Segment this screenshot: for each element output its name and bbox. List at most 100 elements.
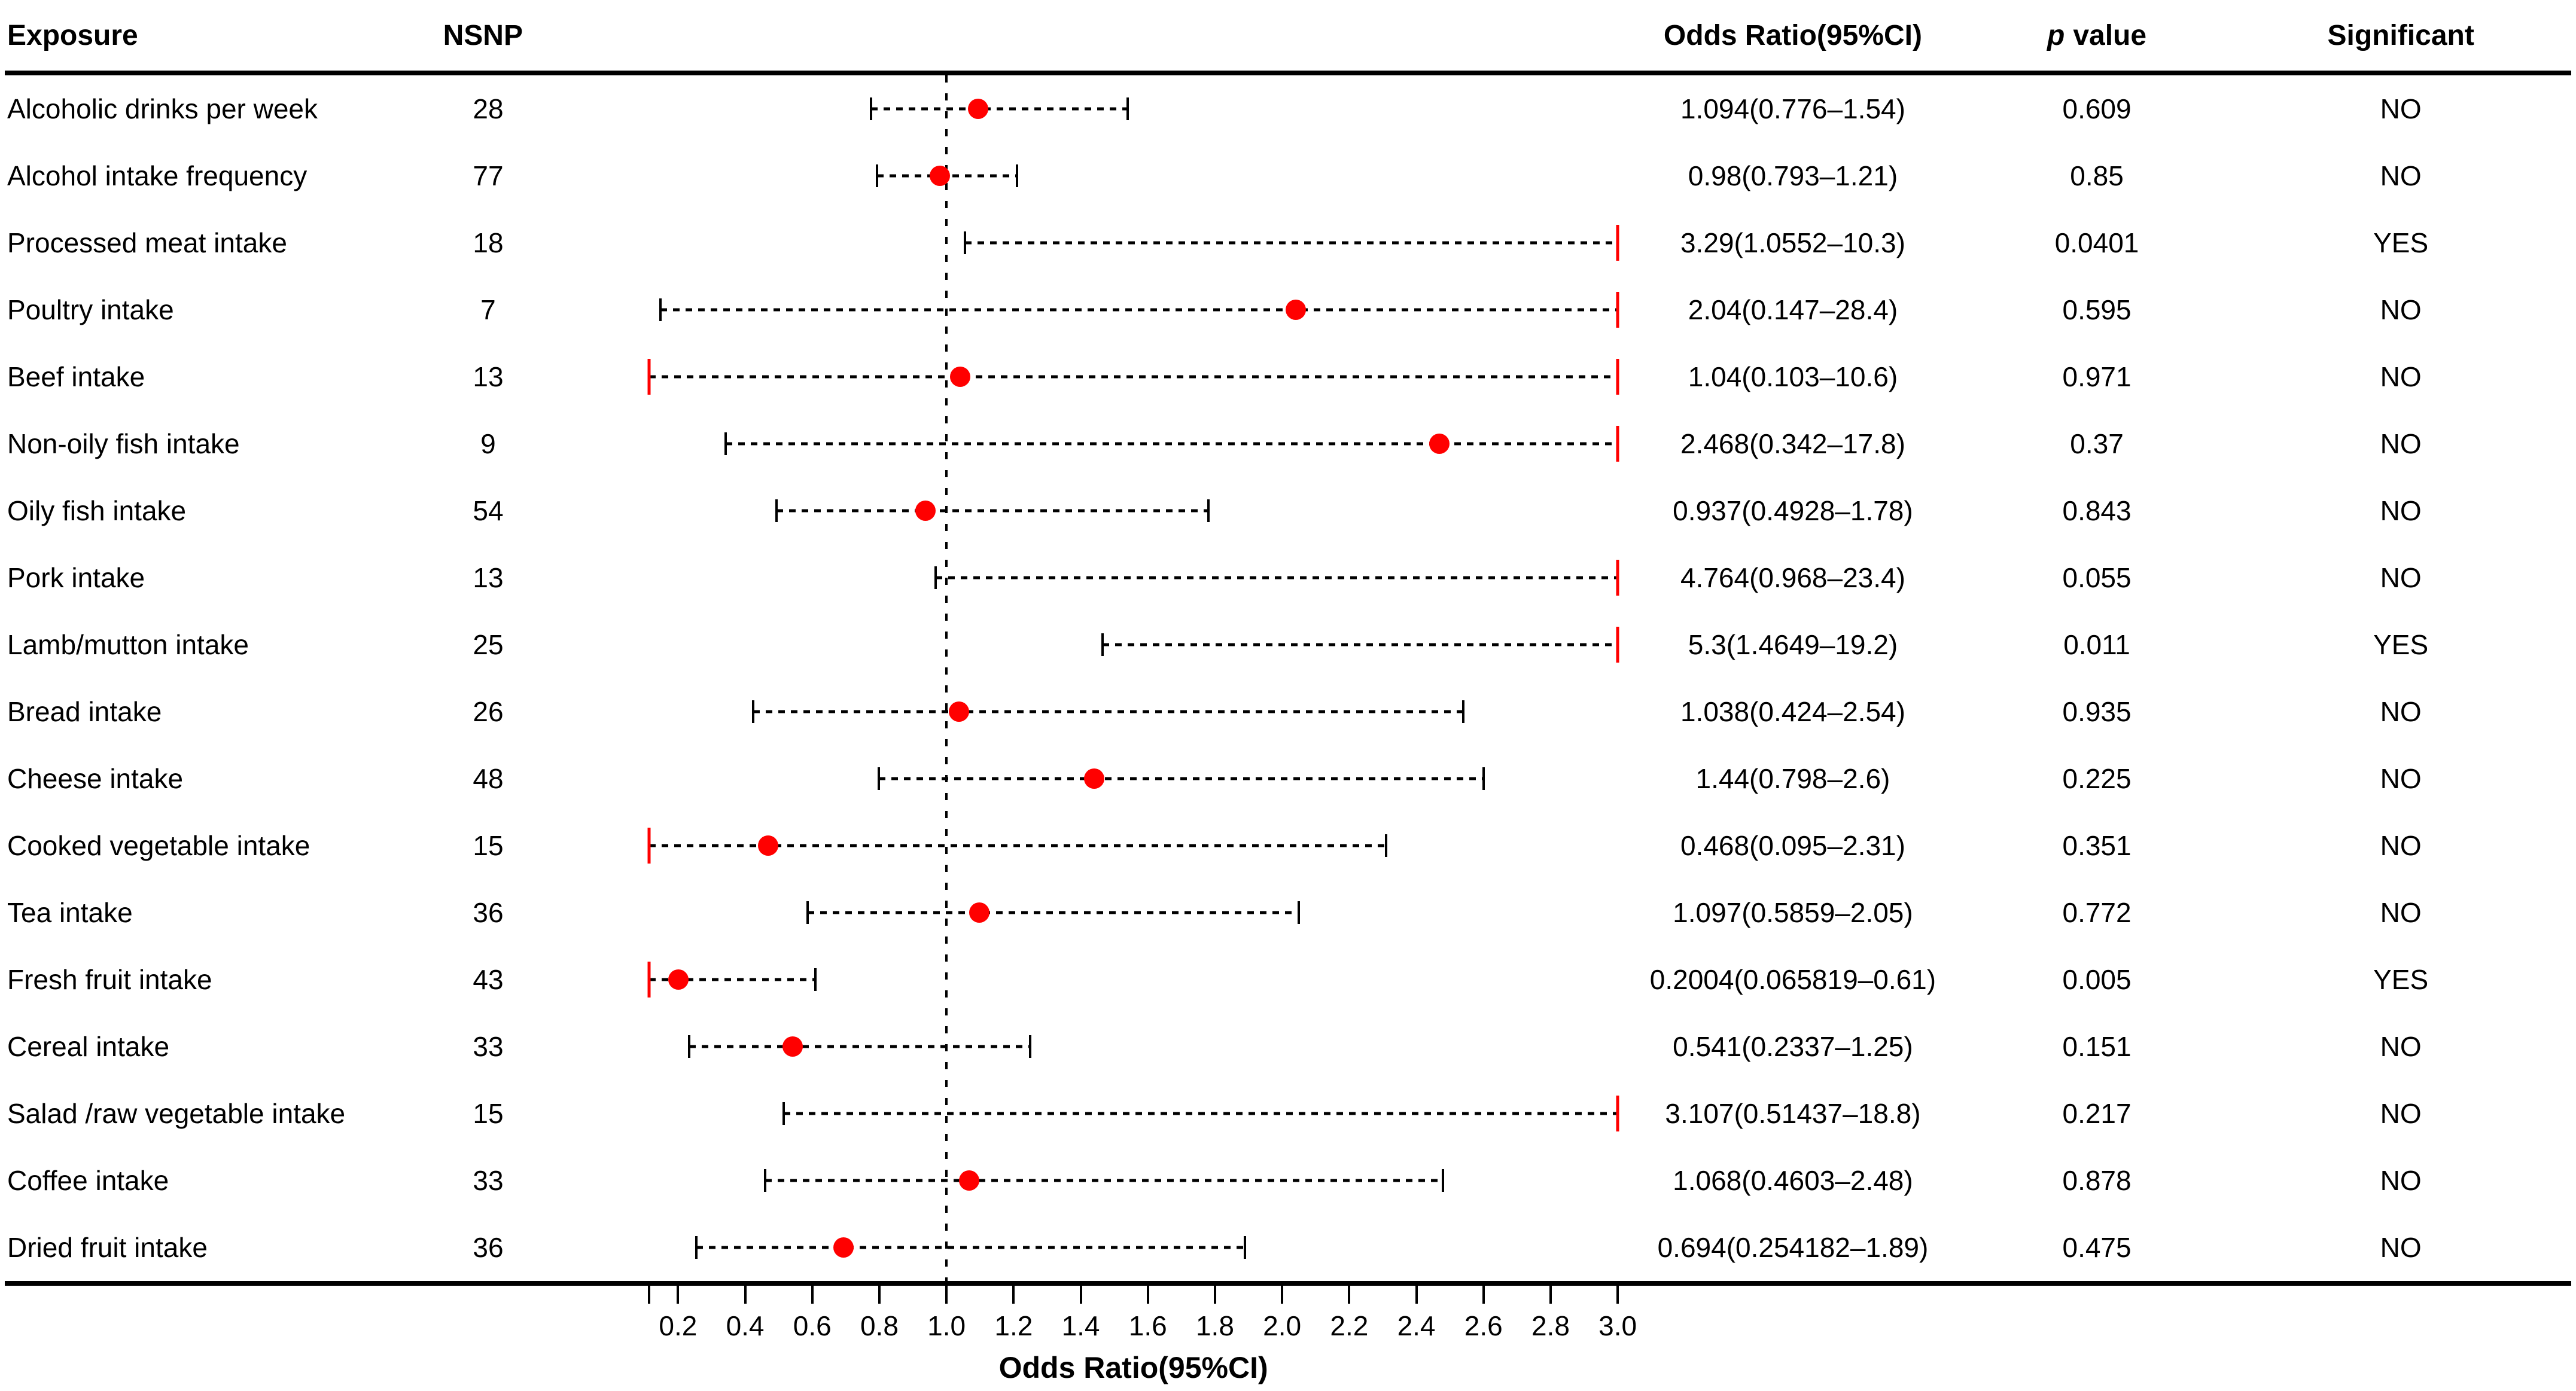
ci-clip-left (647, 962, 651, 998)
exposure-label: Oily fish intake (7, 495, 187, 526)
or-point (969, 902, 989, 923)
or-ci-label: 1.44(0.798–2.6) (1695, 763, 1890, 794)
axis-tick-label: 2.8 (1531, 1310, 1570, 1341)
ci-cap-left (752, 700, 754, 723)
or-point (757, 835, 778, 856)
ci-line (807, 911, 1299, 914)
or-ci-label: 1.094(0.776–1.54) (1680, 93, 1905, 124)
table-row: Lamb/mutton intake 25 5.3(1.4649–19.2) 0… (0, 611, 2576, 678)
axis-tick-label: 0.8 (860, 1310, 899, 1341)
x-axis-area: 0.2 0.4 0.6 0.8 1.0 1.2 1.4 1.6 1.8 2.0 2.2 2.4 2.6 2… (0, 1286, 2576, 1391)
or-point (668, 969, 689, 990)
p-value: 0.37 (2070, 428, 2124, 459)
axis-tick (878, 1286, 881, 1304)
ci-plot-cell (647, 946, 1618, 1013)
p-value: 0.217 (2062, 1098, 2132, 1129)
p-value: 0.609 (2062, 93, 2132, 124)
or-ci-label: 3.107(0.51437–18.8) (1665, 1098, 1921, 1129)
ci-cap-left (806, 901, 809, 924)
axis-tick (1213, 1286, 1216, 1304)
axis-tick (1549, 1286, 1552, 1304)
axis-tick (1616, 1286, 1619, 1304)
axis-tick (1146, 1286, 1149, 1304)
or-ci-label: 1.04(0.103–10.6) (1688, 361, 1898, 392)
axis-tick-label: 1.6 (1128, 1310, 1167, 1341)
or-ci-label: 4.764(0.968–23.4) (1680, 562, 1905, 593)
ci-clip-left (647, 828, 651, 864)
ci-plot-cell (649, 745, 1618, 812)
ci-plot-cell (649, 142, 1618, 209)
ci-line (726, 442, 1618, 446)
axis-tick-label: 3.0 (1598, 1310, 1637, 1341)
exposure-label: Alcoholic drinks per week (7, 93, 318, 124)
axis-tick-label: 2.6 (1464, 1310, 1503, 1341)
ci-cap-left (695, 1236, 698, 1259)
or-point (1285, 300, 1306, 320)
exposure-label: Fresh fruit intake (7, 964, 212, 995)
ci-line (965, 241, 1618, 245)
significant-flag: NO (2380, 93, 2422, 124)
or-ci-label: 2.04(0.147–28.4) (1688, 294, 1898, 325)
x-axis-title: Odds Ratio(95%CI) (998, 1351, 1268, 1384)
p-value: 0.843 (2062, 495, 2132, 526)
table-row: Oily fish intake 54 0.937(0.4928–1.78) 0… (0, 477, 2576, 544)
axis-edge-tick (648, 1286, 651, 1304)
p-value: 0.85 (2070, 160, 2124, 191)
or-point (833, 1237, 854, 1258)
exposure-label: Cereal intake (7, 1031, 170, 1062)
nsnp-value: 36 (473, 897, 504, 928)
exposure-label: Processed meat intake (7, 227, 287, 258)
x-axis-title-wrap: Odds Ratio(95%CI) (649, 1286, 1618, 1391)
or-point (949, 701, 970, 722)
ci-line (776, 509, 1208, 513)
p-value: 0.151 (2062, 1031, 2132, 1062)
table-row: Beef intake 13 1.04(0.103–10.6) 0.971 NO (0, 343, 2576, 410)
ci-cap-right (1482, 767, 1485, 790)
exposure-label: Bread intake (7, 696, 162, 727)
ci-clip-right (1616, 359, 1619, 395)
exposure-label: Cooked vegetable intake (7, 830, 310, 861)
ci-cap-right (1029, 1035, 1032, 1058)
nsnp-value: 26 (473, 696, 504, 727)
ci-plot-cell (649, 209, 1619, 276)
ci-clip-left (647, 359, 651, 395)
nsnp-value: 15 (473, 1098, 504, 1129)
axis-tick-label: 2.4 (1397, 1310, 1436, 1341)
ci-line (649, 375, 1618, 379)
nsnp-value: 33 (473, 1165, 504, 1196)
ci-line (753, 710, 1464, 713)
axis-tick (1348, 1286, 1351, 1304)
header-nsnp: NSNP (443, 19, 523, 51)
axis-tick-label: 1.8 (1195, 1310, 1234, 1341)
exposure-label: Lamb/mutton intake (7, 629, 249, 660)
ci-line (878, 777, 1484, 780)
nsnp-value: 48 (473, 763, 504, 794)
exposure-label: Alcohol intake frequency (7, 160, 307, 191)
nsnp-value: 36 (473, 1232, 504, 1263)
significant-flag: NO (2380, 763, 2422, 794)
significant-flag: NO (2380, 897, 2422, 928)
p-value: 0.011 (2063, 629, 2130, 660)
ci-cap-left (877, 767, 880, 790)
header-significant: Significant (2327, 19, 2474, 51)
significant-flag: NO (2380, 160, 2422, 191)
significant-flag: NO (2380, 696, 2422, 727)
exposure-label: Pork intake (7, 562, 145, 593)
or-ci-label: 5.3(1.4649–19.2) (1688, 629, 1898, 660)
exposure-label: Non-oily fish intake (7, 428, 240, 459)
exposure-label: Cheese intake (7, 763, 184, 794)
significant-flag: NO (2380, 1232, 2422, 1263)
ci-cap-left (1101, 633, 1104, 656)
ci-cap-right (1244, 1236, 1247, 1259)
nsnp-value: 13 (473, 361, 504, 392)
or-ci-label: 1.068(0.4603–2.48) (1673, 1165, 1913, 1196)
ci-plot-cell (649, 1080, 1619, 1147)
axis-tick-label: 1.0 (927, 1310, 966, 1341)
axis-tick (1281, 1286, 1284, 1304)
table-row: Pork intake 13 4.764(0.968–23.4) 0.055 N… (0, 544, 2576, 611)
p-value: 0.055 (2062, 562, 2132, 593)
table-row: Salad /raw vegetable intake 15 3.107(0.5… (0, 1080, 2576, 1147)
significant-flag: NO (2380, 495, 2422, 526)
p-value: 0.0401 (2054, 227, 2139, 258)
